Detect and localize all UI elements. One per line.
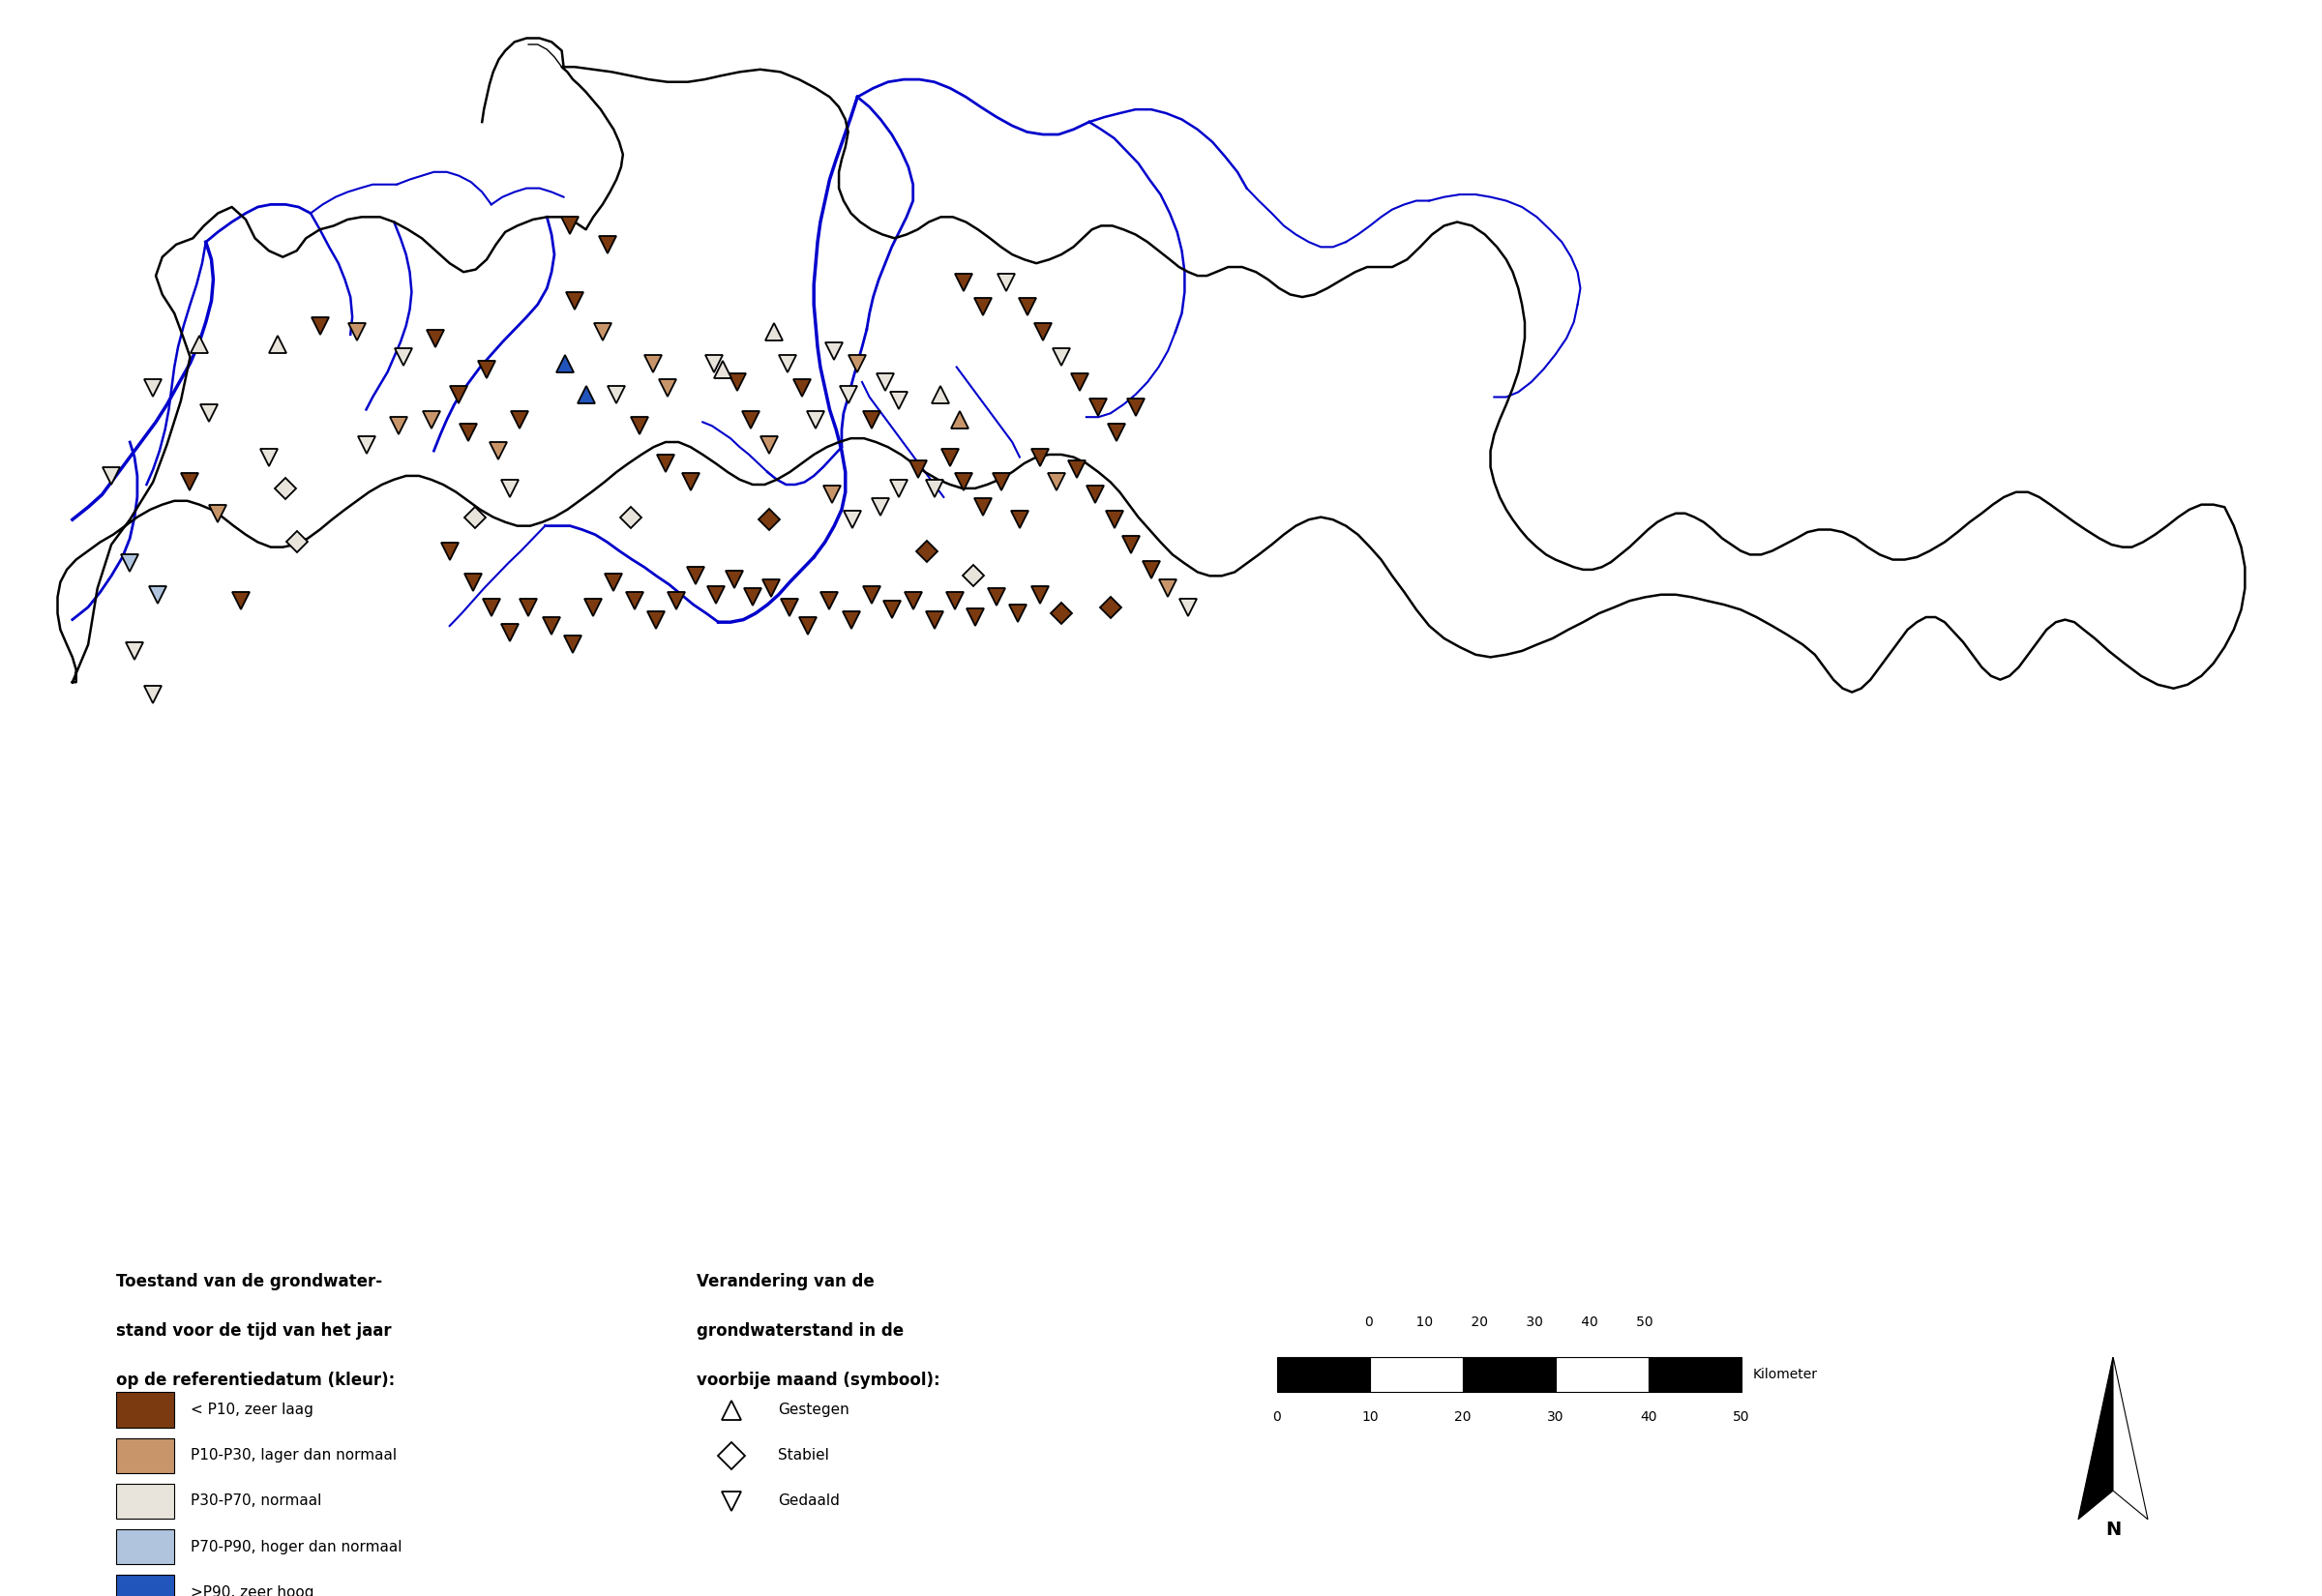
Text: P70-P90, hoger dan normaal: P70-P90, hoger dan normaal — [190, 1540, 402, 1555]
Text: 0          10         20         30         40         50: 0 10 20 30 40 50 — [1365, 1315, 1653, 1329]
Bar — [116, 1438, 174, 1473]
Bar — [1277, 1357, 1370, 1392]
Polygon shape — [2113, 1357, 2148, 1519]
Text: 0: 0 — [1272, 1409, 1282, 1424]
Text: op de referentiedatum (kleur):: op de referentiedatum (kleur): — [116, 1371, 395, 1389]
Text: grondwaterstand in de: grondwaterstand in de — [697, 1321, 903, 1339]
Text: Gedaald: Gedaald — [778, 1494, 841, 1508]
Text: Kilometer: Kilometer — [1753, 1368, 1818, 1382]
Polygon shape — [2078, 1357, 2113, 1519]
Text: Verandering van de: Verandering van de — [697, 1274, 875, 1291]
Bar — [116, 1392, 174, 1427]
Text: voorbije maand (symbool):: voorbije maand (symbool): — [697, 1371, 940, 1389]
Bar — [116, 1529, 174, 1564]
Text: Stabiel: Stabiel — [778, 1448, 829, 1464]
Text: 30: 30 — [1546, 1409, 1565, 1424]
Text: 40: 40 — [1639, 1409, 1658, 1424]
Text: stand voor de tijd van het jaar: stand voor de tijd van het jaar — [116, 1321, 392, 1339]
Bar — [1463, 1357, 1556, 1392]
Text: N: N — [2106, 1519, 2120, 1539]
Bar — [1556, 1357, 1649, 1392]
Bar — [1649, 1357, 1742, 1392]
Text: 20: 20 — [1454, 1409, 1472, 1424]
Text: P10-P30, lager dan normaal: P10-P30, lager dan normaal — [190, 1448, 397, 1464]
Bar — [116, 1484, 174, 1519]
Text: 10: 10 — [1361, 1409, 1379, 1424]
Text: P30-P70, normaal: P30-P70, normaal — [190, 1494, 320, 1508]
Bar — [116, 1575, 174, 1596]
Text: >P90, zeer hoog: >P90, zeer hoog — [190, 1585, 313, 1596]
Text: < P10, zeer laag: < P10, zeer laag — [190, 1403, 313, 1417]
Text: Toestand van de grondwater-: Toestand van de grondwater- — [116, 1274, 383, 1291]
Bar — [1370, 1357, 1463, 1392]
Text: 50: 50 — [1732, 1409, 1751, 1424]
Text: Gestegen: Gestegen — [778, 1403, 850, 1417]
